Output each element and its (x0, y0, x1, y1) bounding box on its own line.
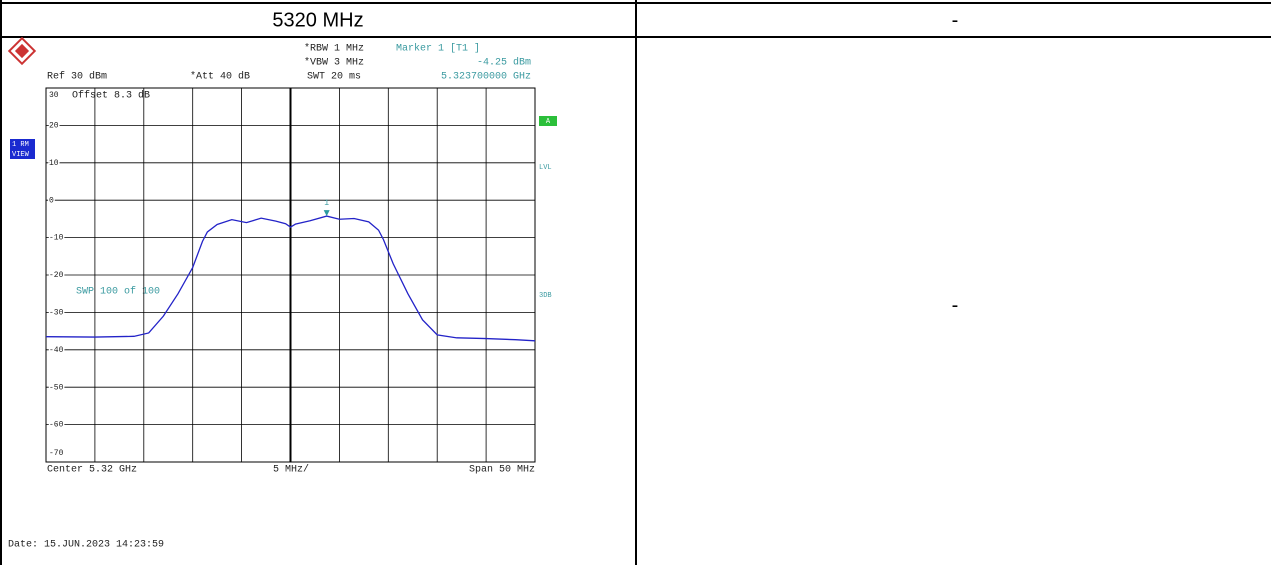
y-tick-label: -70 (49, 449, 64, 458)
marker-label: 1 (324, 199, 329, 208)
y-tick-label: 0 (49, 196, 54, 205)
y-tick-label: -40 (49, 346, 64, 355)
logo (7, 36, 37, 66)
trace-label: VIEW (12, 151, 30, 159)
rbw-label: *RBW 1 MHz (304, 43, 364, 55)
side-label: A (546, 118, 551, 126)
att-label: *Att 40 dB (190, 71, 250, 83)
y-tick-label: -10 (49, 234, 64, 243)
sweep-label: SWP 100 of 100 (76, 286, 160, 298)
y-tick-label: 20 (49, 122, 59, 131)
y-tick-label: -30 (49, 309, 64, 318)
trace (45, 215, 536, 342)
trace-label: 1 RM (12, 141, 29, 149)
body-cell: - (952, 294, 959, 316)
marker-title: Marker 1 [T1 ] (396, 43, 480, 55)
y-tick-label: 10 (49, 159, 59, 168)
header-cell: - (952, 9, 959, 31)
div-label: 5 MHz/ (273, 464, 309, 476)
y-tick-label: -60 (49, 421, 64, 430)
side-label: LVL (539, 164, 552, 172)
ref-label: Ref 30 dBm (47, 71, 107, 83)
y-tick-label: -50 (49, 383, 64, 392)
date-label: Date: 15.JUN.2023 14:23:59 (8, 540, 164, 551)
swt-label: SWT 20 ms (307, 72, 361, 83)
marker-value: -4.25 dBm (477, 57, 531, 69)
marker (323, 210, 330, 217)
vbw-label: *VBW 3 MHz (304, 57, 364, 69)
y-tick-label: -20 (49, 271, 64, 280)
side-box (539, 116, 557, 126)
marker-freq: 5.323700000 GHz (441, 72, 531, 83)
trace-box (10, 139, 35, 159)
center-label: Center 5.32 GHz (47, 465, 137, 476)
header-cell: 5320 MHz (272, 9, 363, 31)
offset-label: Offset 8.3 dB (72, 90, 150, 102)
span-label: Span 50 MHz (469, 465, 535, 476)
y-tick-label: 30 (49, 91, 59, 100)
side-label: 3DB (539, 292, 552, 300)
